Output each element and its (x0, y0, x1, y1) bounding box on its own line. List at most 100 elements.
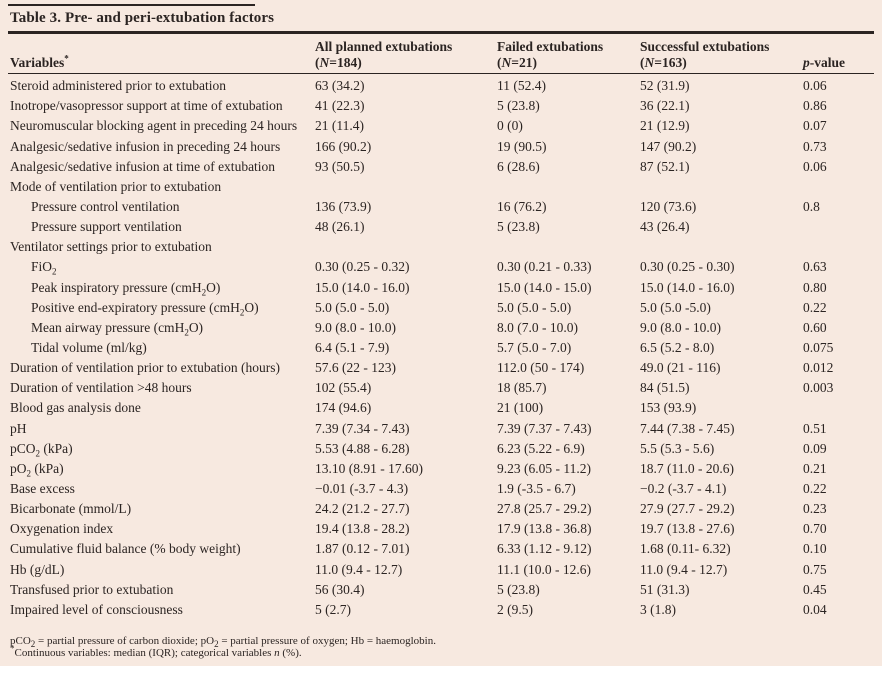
cell-successful: 52 (31.9) (640, 78, 690, 94)
cell-p-value: 0.73 (803, 138, 827, 154)
footnote-variables-note: *Continuous variables: median (IQR); cat… (10, 643, 302, 660)
table-panel: Table 3. Pre- and peri-extubation factor… (0, 0, 882, 666)
row-label: FiO2 (31, 259, 57, 278)
cell-all-planned: 5 (2.7) (315, 601, 351, 617)
cell-successful: 43 (26.4) (640, 219, 690, 235)
cell-all-planned: 1.87 (0.12 - 7.01) (315, 541, 410, 557)
cell-failed: 7.39 (7.37 - 7.43) (497, 420, 592, 436)
cell-all-planned: 0.30 (0.25 - 0.32) (315, 259, 410, 275)
footnote-abbreviations: pCO2 = partial pressure of carbon dioxid… (10, 634, 436, 650)
cell-p-value: 0.22 (803, 299, 827, 315)
cell-p-value: 0.23 (803, 501, 827, 517)
header-variables: Variables* (10, 39, 315, 71)
cell-successful: 3 (1.8) (640, 601, 676, 617)
row-label: Bicarbonate (mmol/L) (10, 501, 132, 517)
cell-p-value: 0.06 (803, 158, 827, 174)
cell-successful: 84 (51.5) (640, 380, 690, 396)
row-label: Hb (g/dL) (10, 561, 65, 577)
table-row: Inotrope/vasopressor support at time of … (8, 96, 874, 116)
cell-all-planned: 174 (94.6) (315, 400, 372, 416)
row-label: Neuromuscular blocking agent in precedin… (10, 118, 298, 134)
cell-p-value: 0.07 (803, 118, 827, 134)
cell-p-value: 0.51 (803, 420, 827, 436)
table-row: Mode of ventilation prior to extubation (8, 177, 874, 197)
row-label: pCO2 (kPa) (10, 440, 73, 459)
row-label: Peak inspiratory pressure (cmH2O) (31, 279, 221, 298)
row-label: Mean airway pressure (cmH2O) (31, 319, 204, 338)
cell-all-planned: 136 (73.9) (315, 199, 372, 214)
cell-all-planned: 166 (90.2) (315, 138, 372, 154)
cell-all-planned: 19.4 (13.8 - 28.2) (315, 521, 410, 537)
row-label: Positive end-expiratory pressure (cmH2O) (31, 299, 259, 318)
cell-successful: 1.68 (0.11- 6.32) (640, 541, 731, 557)
cell-all-planned: 63 (34.2) (315, 78, 365, 94)
cell-successful: 18.7 (11.0 - 20.6) (640, 460, 734, 476)
header-line: Successful extubations (640, 38, 770, 54)
cell-failed: 6.23 (5.22 - 6.9) (497, 440, 585, 456)
cell-all-planned: 11.0 (9.4 - 12.7) (315, 561, 403, 577)
table-row: Analgesic/sedative infusion in preceding… (8, 137, 874, 157)
cell-successful: 6.5 (5.2 - 8.0) (640, 339, 715, 355)
cell-failed: 5 (23.8) (497, 219, 540, 235)
cell-failed: 112.0 (50 - 174) (497, 360, 585, 376)
cell-p-value: 0.21 (803, 460, 827, 476)
header-line: p-value (803, 54, 845, 70)
cell-p-value: 0.45 (803, 581, 827, 597)
cell-all-planned: 5.53 (4.88 - 6.28) (315, 440, 410, 456)
table-title: Table 3. Pre- and peri-extubation factor… (10, 10, 275, 26)
cell-failed: 11.1 (10.0 - 12.6) (497, 561, 591, 577)
cell-all-planned: 6.4 (5.1 - 7.9) (315, 339, 390, 355)
table-row: Ventilator settings prior to extubation (8, 237, 874, 257)
row-label: Inotrope/vasopressor support at time of … (10, 98, 283, 114)
header-line: (N=184) (315, 54, 362, 70)
header-line: Variables* (10, 53, 69, 70)
table-row: Transfused prior to extubation 56 (30.4) 5… (8, 580, 874, 600)
row-label: Pressure support ventilation (31, 219, 182, 235)
cell-all-planned: 15.0 (14.0 - 16.0) (315, 279, 410, 295)
cell-all-planned: 24.2 (21.2 - 27.7) (315, 501, 410, 517)
table-row: Steroid administered prior to extubation… (8, 76, 874, 96)
cell-all-planned: 41 (22.3) (315, 98, 365, 114)
cell-failed: 1.9 (-3.5 - 6.7) (497, 480, 576, 496)
table-header: Variables* All planned extubations (N=18… (8, 34, 874, 73)
cell-failed: 5.7 (5.0 - 7.0) (497, 339, 572, 355)
table-row: Neuromuscular blocking agent in precedin… (8, 116, 874, 136)
cell-failed: 16 (76.2) (497, 199, 547, 214)
table-row: Hb (g/dL) 11.0 (9.4 - 12.7) 11.1 (10.0 - 1… (8, 559, 874, 579)
table-row: pCO2 (kPa) 5.53 (4.88 - 6.28) 6.23 (5.22 -… (8, 439, 874, 459)
table-footnotes: pCO2 = partial pressure of carbon dioxid… (8, 635, 874, 660)
row-label: Duration of ventilation prior to extubat… (10, 360, 280, 376)
table-row: Impaired level of consciousness 5 (2.7) 2 … (8, 600, 874, 620)
row-label: Base excess (10, 480, 75, 496)
header-all-planned: All planned extubations (N=184) (315, 39, 497, 71)
table-row: Cumulative fluid balance (% body weight)… (8, 539, 874, 559)
header-line: (N=21) (497, 54, 537, 70)
table-row: FiO2 0.30 (0.25 - 0.32) 0.30 (0.21 - 0.33)… (8, 257, 874, 277)
header-line: Failed extubations (497, 38, 604, 54)
cell-p-value: 0.09 (803, 440, 827, 456)
cell-all-planned: 9.0 (8.0 - 10.0) (315, 319, 396, 335)
row-label: Blood gas analysis done (10, 400, 141, 416)
row-label: Tidal volume (ml/kg) (31, 339, 147, 355)
cell-successful: −0.2 (-3.7 - 4.1) (640, 480, 727, 496)
cell-failed: 8.0 (7.0 - 10.0) (497, 319, 578, 335)
cell-p-value: 0.63 (803, 259, 827, 275)
cell-failed: 5 (23.8) (497, 581, 540, 597)
top-partial-rule (8, 4, 255, 6)
cell-p-value: 0.86 (803, 98, 827, 114)
row-label: pH (10, 420, 27, 436)
cell-successful: 147 (90.2) (640, 138, 697, 154)
cell-p-value: 0.70 (803, 521, 827, 537)
cell-p-value: 0.60 (803, 319, 827, 335)
cell-p-value: 0.75 (803, 561, 827, 577)
table-row: Peak inspiratory pressure (cmH2O) 15.0 (1… (8, 278, 874, 298)
row-label: Ventilator settings prior to extubation (10, 239, 212, 255)
cell-successful: 153 (93.9) (640, 400, 697, 416)
row-label: Mode of ventilation prior to extubation (10, 178, 222, 194)
cell-successful: 5.5 (5.3 - 5.6) (640, 440, 715, 456)
header-p-value: p-value (803, 39, 874, 71)
cell-failed: 18 (85.7) (497, 380, 547, 396)
cell-all-planned: 13.10 (8.91 - 17.60) (315, 460, 423, 476)
table-row: Blood gas analysis done 174 (94.6) 21 (100… (8, 398, 874, 418)
header-successful: Successful extubations (N=163) (640, 39, 803, 71)
